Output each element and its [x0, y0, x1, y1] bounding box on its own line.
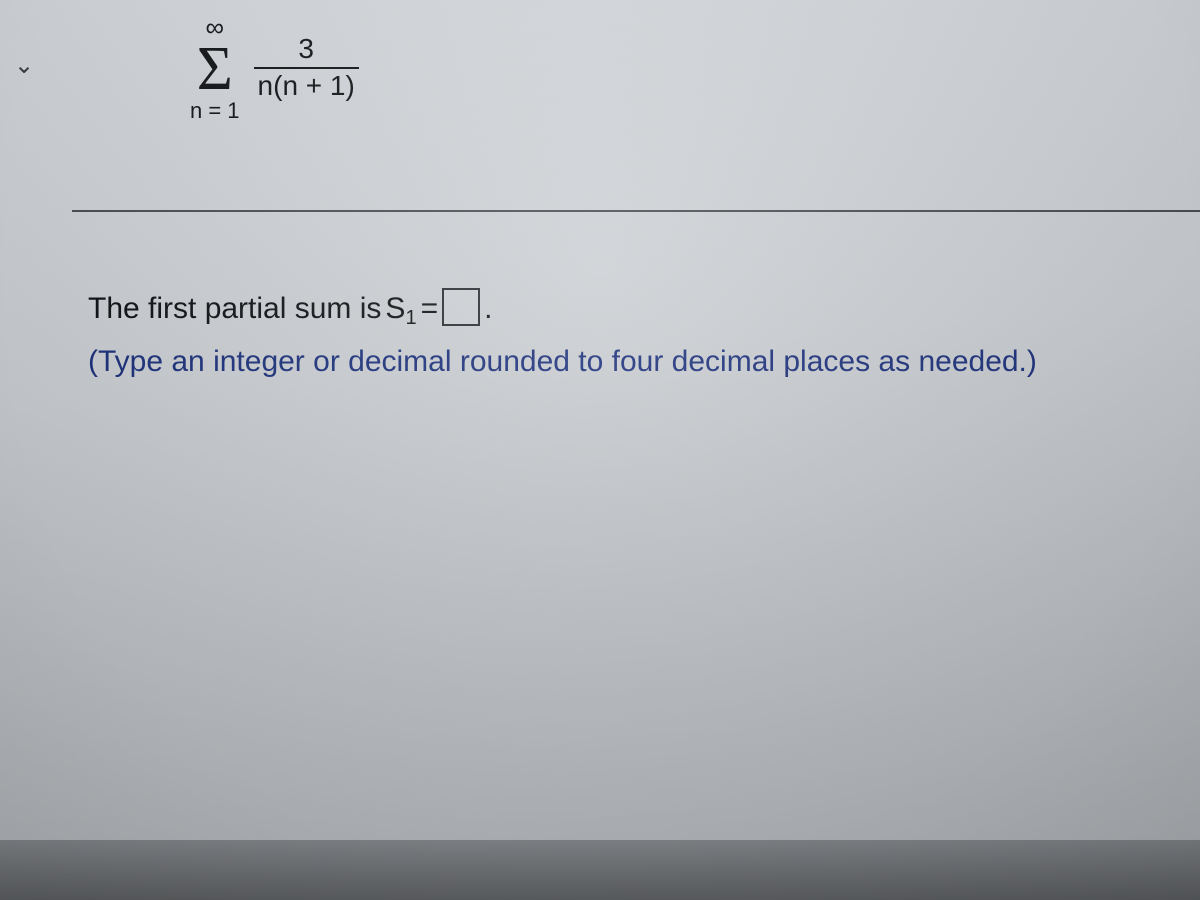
question-period: . — [484, 286, 492, 333]
sigma-symbol: Σ — [197, 42, 233, 98]
expand-toggle[interactable]: ⌄ — [14, 54, 34, 78]
question-line: The first partial sum is S1 = . — [88, 286, 1160, 333]
chevron-down-icon: ⌄ — [14, 52, 34, 79]
partial-sum-letter: S — [385, 286, 405, 333]
partial-sum-subscript: 1 — [405, 303, 416, 334]
bottom-shadow — [0, 840, 1200, 900]
sigma-lower-limit: n = 1 — [190, 100, 240, 122]
question-hint: (Type an integer or decimal rounded to f… — [88, 339, 1160, 386]
series-term-fraction: 3 n(n + 1) — [254, 34, 359, 102]
partial-sum-symbol: S1 — [385, 286, 416, 333]
fraction-denominator: n(n + 1) — [254, 69, 359, 102]
fraction-numerator: 3 — [294, 34, 318, 67]
answer-input[interactable] — [442, 288, 480, 326]
divider — [72, 210, 1200, 212]
question-prefix: The first partial sum is — [88, 286, 381, 333]
question-area: The first partial sum is S1 = . (Type an… — [88, 286, 1160, 385]
sigma-with-limits: ∞ Σ n = 1 — [190, 14, 240, 122]
series-formula: ∞ Σ n = 1 3 n(n + 1) — [190, 14, 359, 122]
vignette-overlay — [0, 0, 1200, 900]
equals-sign: = — [421, 286, 439, 333]
